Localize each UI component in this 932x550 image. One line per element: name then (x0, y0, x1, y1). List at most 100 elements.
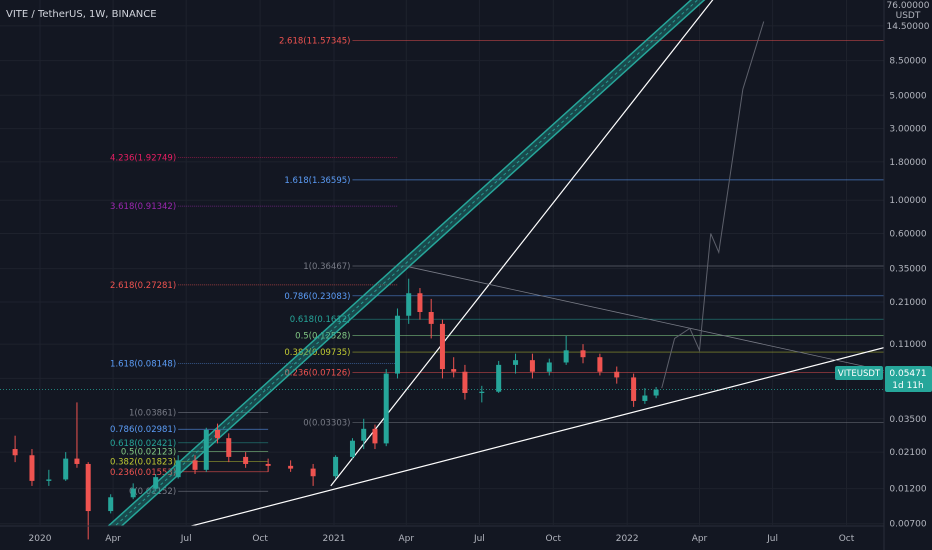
candle-body (288, 465, 294, 469)
steep-line (330, 0, 714, 487)
candle (349, 438, 355, 459)
price-tick-label: 0.60000 (889, 230, 926, 240)
fib-level-label: 1.618(0.08148) (110, 360, 176, 370)
price-tick-label: 1.00000 (889, 196, 926, 206)
candle-body (361, 428, 367, 441)
price-axis[interactable]: 44.0000026.5000014.500008.500005.000003.… (883, 0, 930, 550)
candle-body (85, 463, 91, 512)
candle-body (192, 460, 198, 470)
candle-body (642, 395, 648, 401)
last-price-marker[interactable]: VITEUSDT 0.05471 1d 11h (835, 366, 932, 392)
candle (310, 463, 316, 486)
price-tick-label: 0.01200 (889, 485, 926, 495)
candle (462, 364, 468, 400)
candle (153, 474, 159, 492)
candle-body (175, 460, 181, 478)
candle (631, 373, 637, 407)
last-price-symbol-bg (835, 366, 883, 380)
price-tick-label: 5.00000 (889, 91, 926, 101)
candle-body (203, 429, 209, 470)
candle (215, 423, 221, 444)
candle (361, 418, 367, 450)
candle-body (580, 350, 586, 358)
fib-level-label: 1.618(1.36595) (284, 176, 350, 186)
candle-body (529, 360, 535, 372)
candle-body (46, 479, 52, 481)
resistance-line (408, 266, 884, 372)
candle (653, 386, 659, 399)
time-tick-label: Oct (252, 534, 268, 544)
candle-body (383, 373, 389, 444)
candle-body (63, 458, 69, 480)
candle-body (653, 389, 659, 396)
candle (563, 335, 569, 365)
time-tick-label: Apr (692, 534, 708, 544)
candle-body (439, 323, 445, 370)
candle-body (349, 440, 355, 457)
candle-body (130, 488, 136, 498)
candle (614, 366, 620, 384)
time-axis[interactable]: 2020 Apr Jul Oct 2021 Apr Jul Oct 2022 Apr Jul Oct (0, 525, 884, 544)
candle-body (462, 371, 468, 393)
price-tick-label: 8.50000 (889, 57, 926, 67)
price-tick-label: 14.50000 (887, 22, 930, 32)
candle-body (265, 463, 271, 466)
fib-level-label: 0.382(0.09735) (284, 348, 350, 358)
symbol-title[interactable]: VITE / TetherUS, 1W, BINANCE (6, 9, 157, 20)
price-tick-label: 0.02100 (889, 448, 926, 458)
price-tick-label: 3.00000 (889, 125, 926, 135)
candle (496, 360, 502, 393)
candle (29, 449, 35, 486)
candle (192, 455, 198, 475)
price-tick-label: 0.11000 (889, 340, 926, 350)
fibonacci-levels: 1(0.03861)0.786(0.02981)0.618(0.02421)0.… (110, 37, 884, 497)
candle (175, 455, 181, 479)
candle (479, 385, 485, 403)
candle-body (406, 293, 412, 316)
candle (529, 353, 535, 379)
candle-body (546, 362, 552, 372)
time-tick-label: 2020 (29, 534, 52, 544)
candle (428, 298, 434, 339)
fib-level-label: 1(0.36467) (303, 262, 350, 272)
price-tick-label: 0.03500 (889, 415, 926, 425)
candle (451, 357, 457, 378)
candle-body (496, 364, 502, 392)
fib-level-label: 0.382(0.01823) (110, 457, 176, 467)
candle-body (243, 456, 249, 464)
channel-lower-edge (120, 0, 706, 526)
candle (513, 353, 519, 374)
time-tick-label: Apr (105, 534, 121, 544)
candle-body (513, 360, 519, 365)
candle-body (394, 315, 400, 374)
candle (12, 435, 18, 463)
candle (394, 308, 400, 379)
time-tick-label: Jul (473, 534, 485, 544)
candle (243, 452, 249, 468)
candle (85, 462, 91, 540)
price-tick-label: 0.00700 (889, 520, 926, 530)
fib-level-label: 0.5(0.12528) (295, 332, 350, 342)
fib-level-label: 2.618(11.57345) (279, 37, 351, 47)
candle (130, 483, 136, 500)
fib-level-label: 4.236(1.92749) (110, 153, 176, 163)
candle-body (451, 369, 457, 372)
candle (333, 455, 339, 479)
candle (439, 319, 445, 379)
candle (203, 427, 209, 472)
candle-body (631, 377, 637, 401)
candle (63, 452, 69, 481)
candles (12, 278, 659, 540)
candle-body (153, 477, 159, 489)
fib-level-label: 0.618(0.02421) (110, 439, 176, 449)
fib-level-label: 0.236(0.01553) (110, 468, 176, 478)
candle-body (215, 429, 221, 439)
support-line (188, 346, 884, 526)
candle (108, 494, 114, 514)
candle (417, 288, 423, 320)
time-tick-label: Jul (766, 534, 778, 544)
candle (74, 402, 80, 468)
